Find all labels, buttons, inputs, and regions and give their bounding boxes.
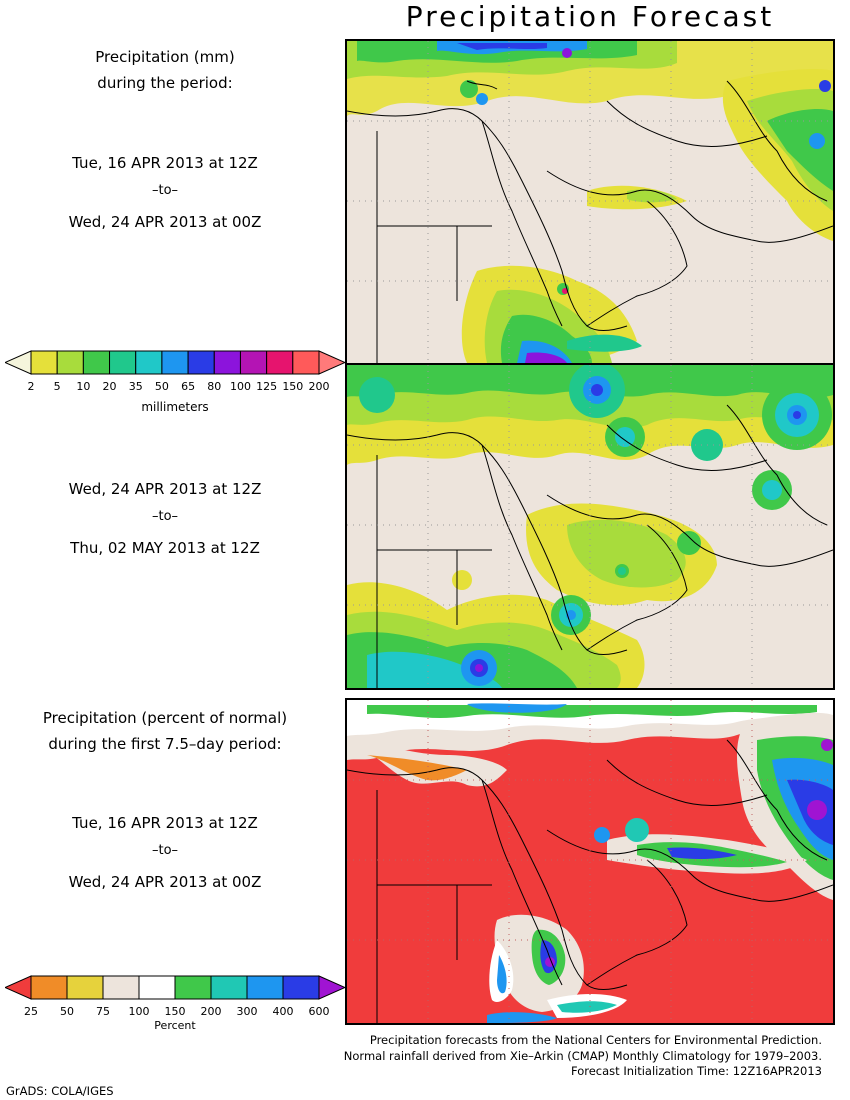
panel3-heading-line1: Precipitation (percent of normal) (42, 709, 288, 727)
mm-unit-label: millimeters (141, 400, 209, 414)
panel2-end-time: Thu, 02 MAY 2013 at 12Z (70, 539, 260, 557)
mm-colorbar-bin (56, 350, 84, 375)
software-credit: GrADS: COLA/IGES (6, 1084, 114, 1098)
mm-colorbar (3, 350, 347, 375)
credits-line-1: Precipitation forecasts from the Nationa… (369, 1033, 822, 1047)
mm-colorbar-bin (239, 350, 268, 375)
percent-colorbar-tick-label: 300 (236, 1005, 258, 1018)
percent-colorbar-tick-label: 600 (308, 1005, 330, 1018)
credits-line-3: Forecast Initialization Time: 12Z16APR20… (571, 1064, 822, 1078)
percent-colorbar-graphic (3, 975, 347, 1000)
mm-colorbar-tick-label: 10 (76, 380, 91, 393)
panel2-start-time: Wed, 24 APR 2013 at 12Z (68, 480, 262, 498)
mm-colorbar-bin (213, 350, 241, 375)
mm-colorbar-tick-label: 200 (308, 380, 330, 393)
mm-colorbar-tick-label: 35 (128, 380, 143, 393)
mm-colorbar-bin (82, 350, 111, 375)
mm-colorbar-bin (109, 350, 137, 375)
mm-colorbar-tick-label: 65 (181, 380, 196, 393)
mm-colorbar-bin (266, 350, 294, 375)
percent-normal-map (345, 698, 835, 1025)
mm-colorbar-tick-label: 2 (27, 380, 35, 393)
panel3-separator: –to– (151, 843, 179, 858)
percent-unit-label: Percent (154, 1019, 196, 1032)
panel3-end-time: Wed, 24 APR 2013 at 00Z (68, 873, 262, 891)
percent-colorbar-bin (66, 975, 104, 1000)
panel1-separator: –to– (151, 183, 179, 198)
panel1-end-time: Wed, 24 APR 2013 at 00Z (68, 213, 262, 231)
percent-colorbar-bin-low-end (3, 975, 32, 1000)
percent-colorbar-bin (30, 975, 68, 1000)
mm-colorbar-graphic (3, 350, 347, 375)
credits: Precipitation forecasts from the Nationa… (344, 1033, 822, 1080)
percent-colorbar-bin (102, 975, 140, 1000)
credits-line-2: Normal rainfall derived from Xie–Arkin (… (343, 1048, 822, 1063)
percent-colorbar-bin-high-end (318, 975, 347, 1000)
percent-colorbar-tick-label: 75 (96, 1005, 110, 1018)
percent-colorbar-tick-label: 100 (128, 1005, 150, 1018)
percent-colorbar-tick-label: 200 (200, 1005, 222, 1018)
percent-colorbar-bin (282, 975, 320, 1000)
percent-colorbar-tick-label: 25 (24, 1005, 38, 1018)
percent-colorbar-tick-label: 400 (272, 1005, 294, 1018)
mm-colorbar-bin (187, 350, 215, 375)
mm-colorbar-tick-label: 100 (229, 380, 251, 393)
mm-colorbar-tick-label: 5 (53, 380, 61, 393)
forecast-map-week2 (345, 363, 835, 690)
mm-colorbar-tick-label: 20 (102, 380, 117, 393)
mm-colorbar-tick-label: 150 (282, 380, 304, 393)
percent-colorbar-bin (246, 975, 284, 1000)
panel3-heading-line2: during the first 7.5–day period: (48, 735, 282, 753)
mm-colorbar-tick-label: 125 (256, 380, 278, 393)
mm-colorbar-bin (135, 350, 163, 375)
mm-colorbar-bin (30, 350, 58, 375)
percent-colorbar-bin (174, 975, 212, 1000)
mm-colorbar-bin (161, 350, 189, 375)
mm-colorbar-bin-low-end (3, 350, 32, 375)
panel3-start-time: Tue, 16 APR 2013 at 12Z (72, 814, 258, 832)
forecast-map-week1 (345, 39, 835, 365)
mm-colorbar-tick-label: 50 (154, 380, 169, 393)
page-title: Precipitation Forecast (405, 0, 775, 33)
panel1-start-time: Tue, 16 APR 2013 at 12Z (72, 154, 258, 172)
panel2-separator: –to– (151, 509, 179, 524)
mm-colorbar-bin-high-end (318, 350, 347, 375)
percent-colorbar-tick-label: 150 (164, 1005, 186, 1018)
mm-colorbar-tick-label: 80 (207, 380, 222, 393)
panel1-heading-line2: during the period: (97, 74, 233, 92)
mm-colorbar-bin (292, 350, 320, 375)
percent-colorbar-tick-label: 50 (60, 1005, 74, 1018)
percent-colorbar-bin (210, 975, 248, 1000)
percent-colorbar (3, 975, 347, 1000)
panel1-heading-line1: Precipitation (mm) (95, 48, 235, 66)
percent-colorbar-bin (138, 975, 176, 1000)
